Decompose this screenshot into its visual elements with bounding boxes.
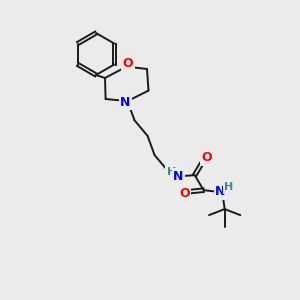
Text: O: O: [123, 57, 134, 70]
Text: H: H: [167, 167, 176, 177]
Text: O: O: [201, 151, 212, 164]
Text: N: N: [215, 185, 225, 198]
Text: O: O: [179, 187, 190, 200]
Text: N: N: [120, 96, 130, 109]
Text: N: N: [173, 169, 183, 183]
Text: H: H: [224, 182, 233, 192]
